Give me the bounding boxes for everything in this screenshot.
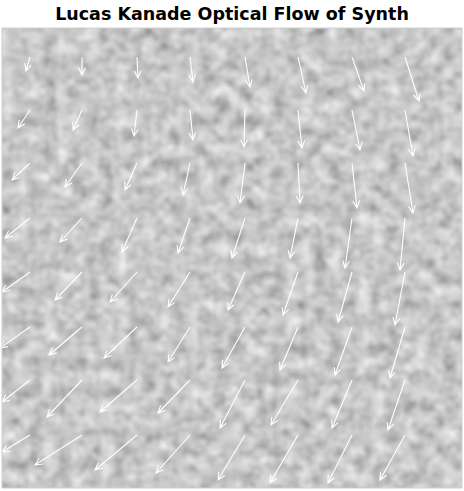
plot-frame [2,28,462,488]
flow-arrow [2,327,30,348]
arrows [2,57,420,483]
flow-arrow [35,435,82,465]
flow-arrow [55,272,82,300]
flow-arrow [405,163,415,213]
flow-arrow [282,272,298,315]
flow-arrow [238,163,245,203]
flow-arrow [73,110,82,130]
flow-arrow [222,327,245,368]
flow-arrow [156,435,190,473]
flow-arrow [352,57,365,91]
flow-arrow [12,163,30,180]
flow-arrow [2,435,30,452]
flow-arrow [181,163,190,195]
flow-arrow [393,272,405,325]
flow-arrow [47,380,82,417]
flow-arrow [271,380,298,425]
flow-arrow [60,218,82,242]
background-texture [2,28,462,488]
flow-arrow [298,110,305,148]
flow-arrow [5,218,30,238]
flow-arrow [337,272,352,322]
flow-arrow [158,380,190,413]
flow-arrow [95,435,137,470]
flow-arrow [131,110,138,136]
flow-arrow [387,380,405,430]
flow-arrow [168,327,190,362]
flow-arrow [352,110,362,150]
flow-arrow [380,435,405,480]
flow-arrow [270,435,298,483]
flow-arrow [2,380,30,402]
flow-arrow [296,163,303,203]
flow-arrow [334,327,352,375]
flow-arrow [220,380,245,428]
flow-arrow [125,163,137,190]
flow-arrow [231,218,245,258]
flow-arrow [25,57,32,71]
flow-arrow [110,272,137,302]
flow-arrow [332,380,352,428]
flow-arrow [65,163,82,187]
flow-arrow [245,57,252,87]
flow-arrow [218,435,245,480]
flow-arrow [122,218,137,252]
flow-arrow [405,110,415,156]
flow-arrow [241,110,248,147]
flow-arrow [352,163,360,208]
flow-arrow [280,327,298,370]
flow-arrow [228,272,245,310]
flow-arrow [168,272,190,307]
flow-arrow [177,218,190,253]
flow-arrow [18,110,30,128]
flow-arrow [2,272,30,292]
flow-arrow [405,57,420,101]
flow-arrow [288,218,298,258]
flow-arrow [389,327,405,378]
background-image [2,28,462,488]
flow-arrow [343,218,352,268]
flow-arrow [298,57,308,93]
flow-arrow [328,435,352,483]
flow-arrow [189,110,196,140]
title: Lucas Kanade Optical Flow of Synth [55,4,409,24]
flow-arrow [104,327,137,358]
chart: Lucas Kanade Optical Flow of Synth [0,0,464,491]
flow-arrow [189,57,196,82]
flow-arrow [397,218,405,270]
flow-arrow [134,57,141,78]
flow-arrow [100,380,137,412]
flow-arrow [79,57,86,75]
flow-arrow [49,327,82,355]
